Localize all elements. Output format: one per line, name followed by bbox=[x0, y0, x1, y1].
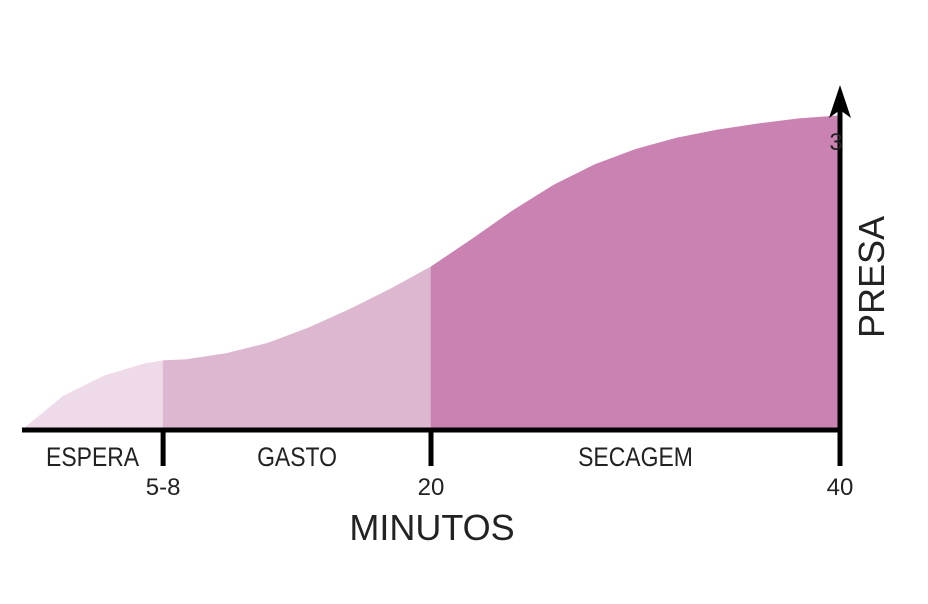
phase-label-espera: ESPERA bbox=[46, 442, 139, 472]
y-axis-title: PRESA bbox=[851, 216, 892, 338]
y-tick-label: 3 bbox=[829, 129, 842, 156]
x-axis-title: MINUTOS bbox=[349, 507, 514, 548]
x-tick-label: 20 bbox=[418, 474, 445, 501]
phase-area-secagem bbox=[430, 115, 841, 431]
phase-label-gasto: GASTO bbox=[257, 442, 337, 472]
phase-label-secagem: SECAGEM bbox=[578, 442, 693, 472]
phase-area-espera bbox=[21, 360, 164, 431]
phase-areas bbox=[21, 115, 841, 431]
axes bbox=[22, 85, 851, 466]
x-tick-label: 40 bbox=[827, 474, 854, 501]
phase-area-gasto bbox=[162, 266, 432, 431]
x-tick-label: 5-8 bbox=[146, 474, 181, 501]
y-axis-arrow-icon bbox=[829, 85, 851, 118]
chart-labels: 3 MINUTOS PRESA 5-8 20 40 ESPERA GASTO SECAGE… bbox=[46, 129, 892, 548]
